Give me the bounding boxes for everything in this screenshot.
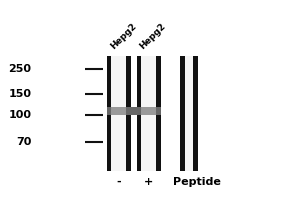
Bar [111,56,126,171]
Bar [180,56,198,171]
Text: 100: 100 [8,110,32,120]
Text: +: + [144,177,153,187]
Bar [141,56,156,171]
Bar [106,56,130,171]
Bar [111,107,126,115]
Text: Hepg2: Hepg2 [109,21,139,51]
Bar [185,56,193,171]
Text: 70: 70 [16,137,32,147]
Text: 250: 250 [8,64,32,74]
Text: 150: 150 [8,89,32,99]
Text: Peptide: Peptide [172,177,220,187]
Bar [106,107,160,115]
Text: Hepg2: Hepg2 [138,21,167,51]
Text: -: - [116,177,121,187]
Bar [141,107,156,115]
Bar [136,56,160,171]
